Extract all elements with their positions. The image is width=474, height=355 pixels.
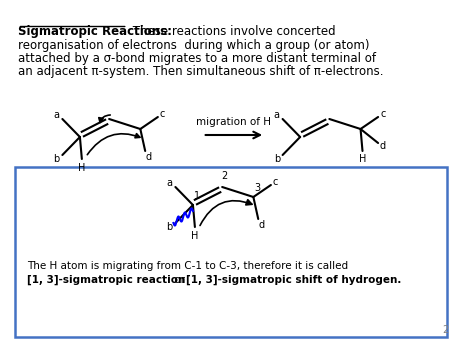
Text: an adjacent π-system. Then simultaneous shift of π-electrons.: an adjacent π-system. Then simultaneous …	[18, 65, 383, 78]
Text: reorganisation of electrons  during which a group (or atom): reorganisation of electrons during which…	[18, 39, 369, 52]
FancyArrowPatch shape	[99, 115, 110, 122]
Text: c: c	[380, 109, 386, 119]
Text: H: H	[78, 163, 85, 173]
Text: The H atom is migrating from C-1 to C-3, therefore it is called: The H atom is migrating from C-1 to C-3,…	[27, 261, 348, 271]
Text: or: or	[171, 275, 188, 285]
Text: b: b	[166, 222, 173, 232]
Text: These reactions involve concerted: These reactions involve concerted	[128, 25, 335, 38]
Text: H: H	[359, 154, 366, 164]
Text: [1, 3]-sigmatropic shift of hydrogen.: [1, 3]-sigmatropic shift of hydrogen.	[186, 275, 401, 285]
Text: Sigmatropic Reactions:: Sigmatropic Reactions:	[18, 25, 172, 38]
Text: a: a	[54, 110, 60, 120]
Text: b: b	[54, 154, 60, 164]
Text: 3: 3	[254, 183, 260, 193]
Text: 2: 2	[442, 325, 448, 335]
Text: attached by a σ-bond migrates to a more distant terminal of: attached by a σ-bond migrates to a more …	[18, 52, 375, 65]
Text: migration of H: migration of H	[196, 117, 272, 127]
Text: H: H	[191, 231, 199, 241]
Text: [1, 3]-sigmatropic reaction: [1, 3]-sigmatropic reaction	[27, 275, 186, 285]
Text: a: a	[166, 178, 173, 188]
Text: c: c	[159, 109, 164, 119]
Text: 1: 1	[194, 191, 200, 201]
Text: d: d	[258, 220, 264, 230]
Text: d: d	[145, 152, 151, 162]
Text: a: a	[274, 110, 280, 120]
FancyBboxPatch shape	[15, 167, 447, 337]
FancyArrowPatch shape	[200, 200, 252, 225]
Text: 2: 2	[221, 171, 227, 181]
Text: d: d	[380, 141, 386, 151]
Text: c: c	[272, 177, 277, 187]
Text: b: b	[273, 154, 280, 164]
FancyArrowPatch shape	[87, 133, 140, 155]
